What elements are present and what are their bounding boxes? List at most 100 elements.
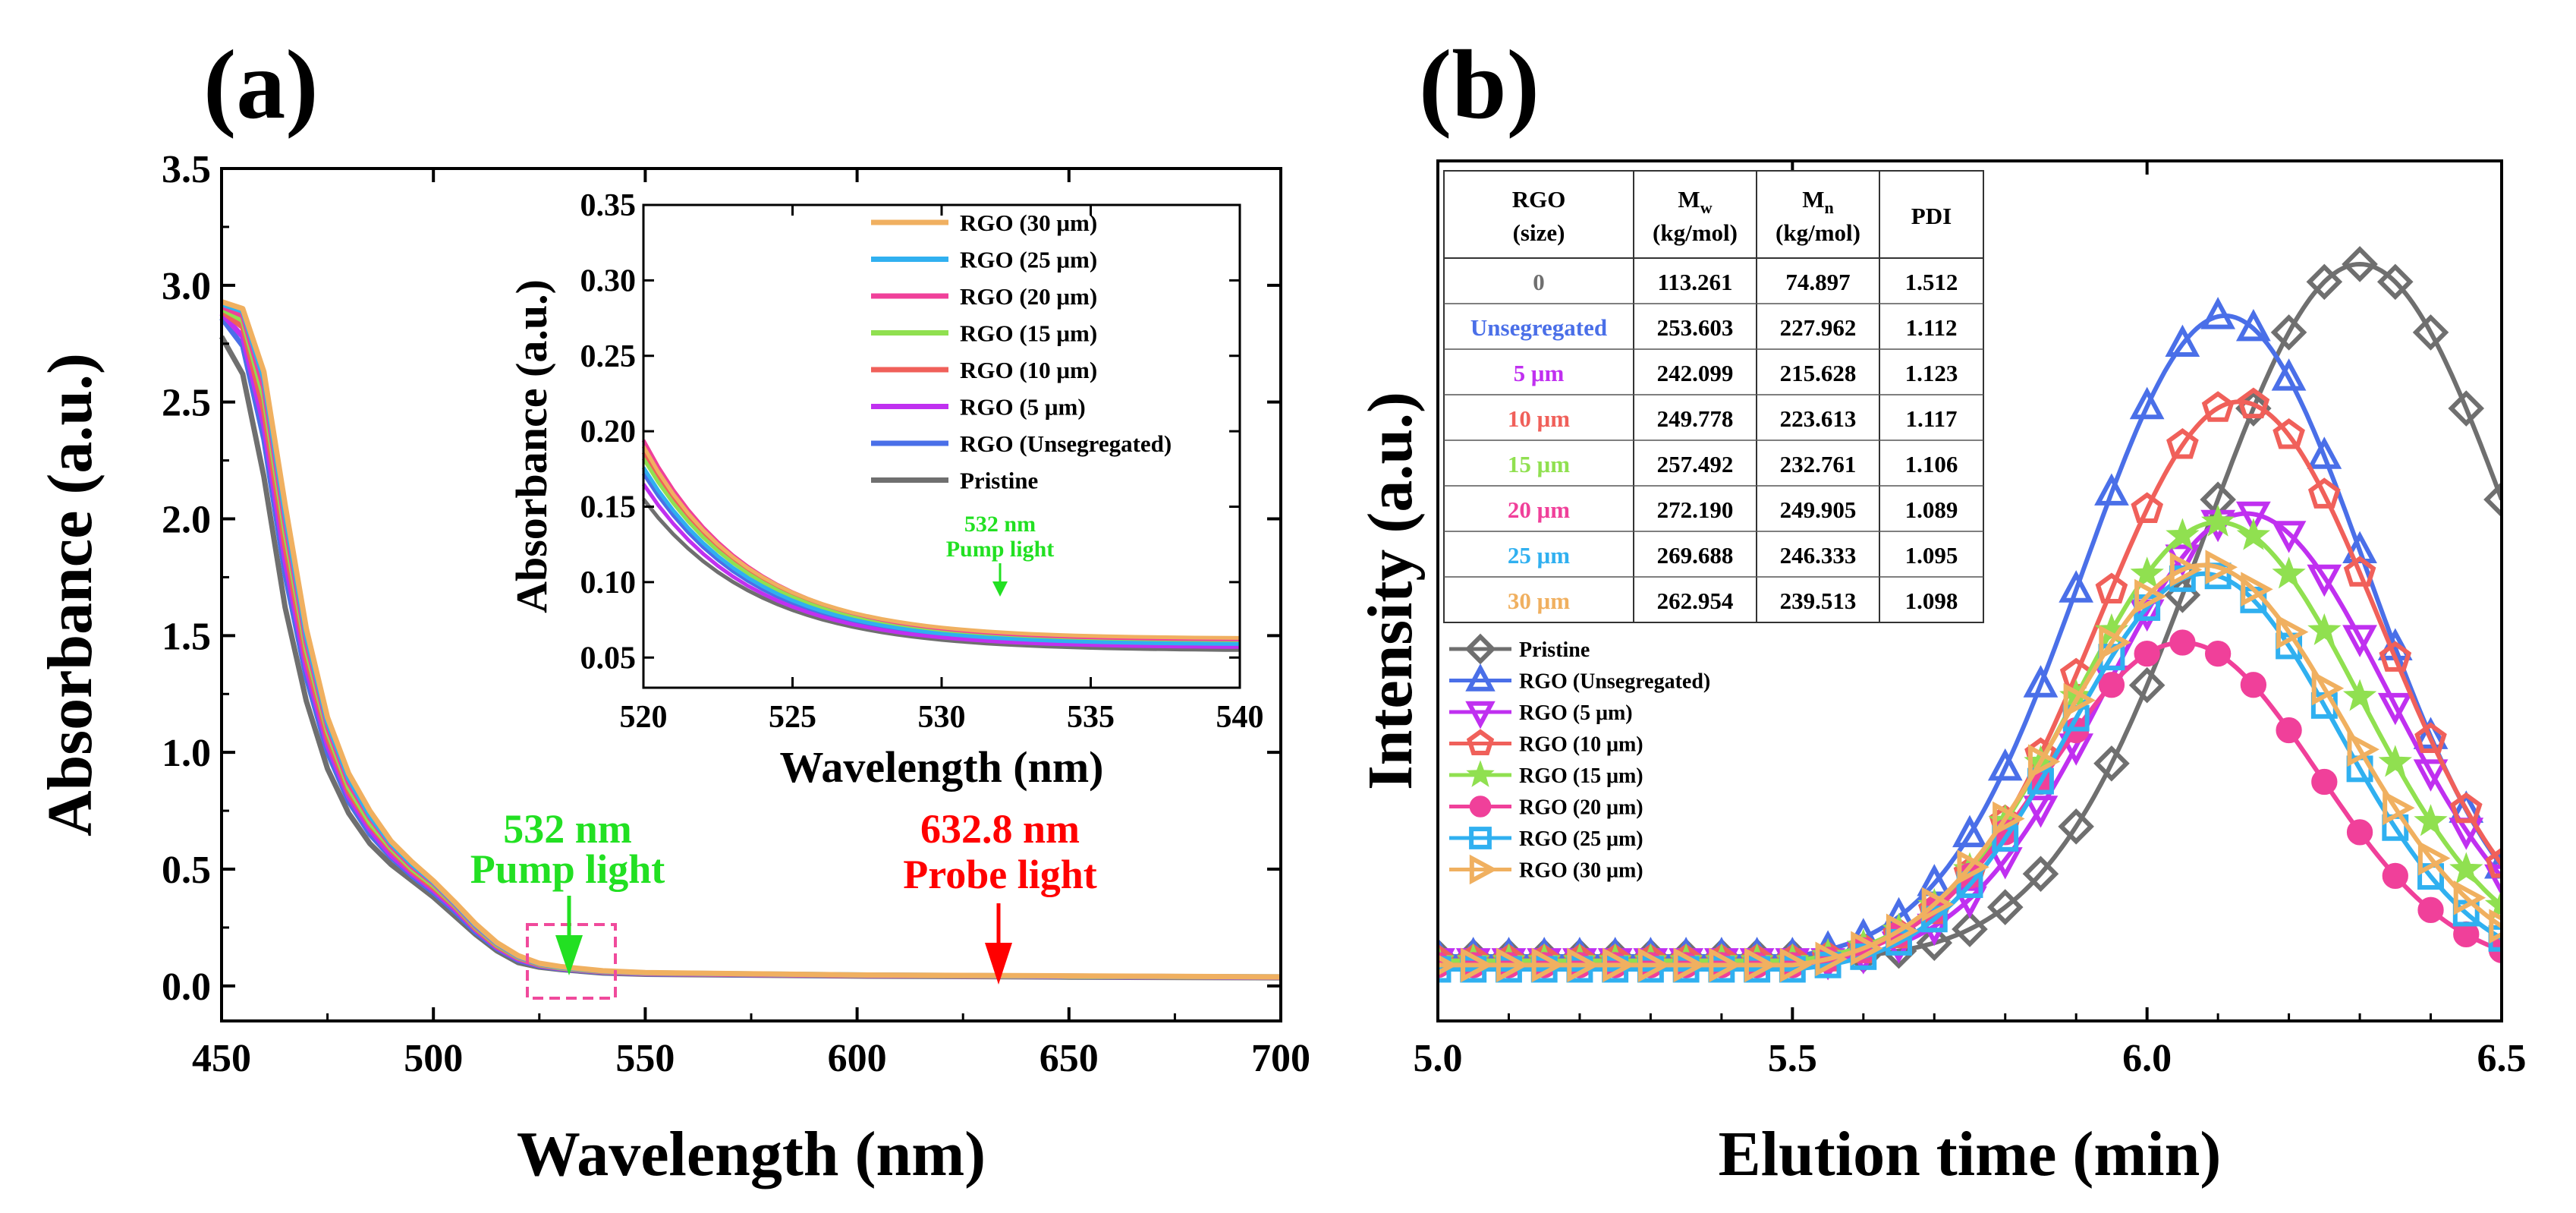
inset-y-tick-label: 0.15 — [580, 490, 637, 525]
marker-star — [2307, 613, 2342, 645]
table-cell-pdi: 1.117 — [1905, 405, 1957, 432]
marker-diamond — [2306, 263, 2343, 301]
table-cell-mn: 249.905 — [1780, 496, 1857, 523]
marker-triangle-right — [1957, 849, 1989, 885]
marker-diamond — [2270, 314, 2307, 351]
marker-triangle-right — [2063, 682, 2096, 718]
y-tick-label: 0.5 — [162, 849, 211, 892]
table-cell-mn: 215.628 — [1780, 360, 1857, 386]
marker-diamond — [2058, 808, 2094, 845]
marker-triangle-down — [2342, 625, 2377, 657]
marker-square — [1469, 827, 1492, 849]
inset-legend-label: RGO (Unsegregated) — [960, 430, 1172, 457]
x-tick-label: 5.5 — [1768, 1037, 1817, 1080]
marker-triangle-right — [1993, 801, 2025, 836]
x-axis-title-a: Wavelength (nm) — [517, 1119, 986, 1189]
inset-legend-label: RGO (5 μm) — [960, 394, 1086, 421]
inset-annotation-532nm: 532 nm — [964, 512, 1036, 537]
table-cell-size: Unsegregated — [1470, 314, 1607, 341]
marker-circle — [2098, 672, 2125, 698]
inset-x-tick-label: 520 — [620, 700, 668, 735]
marker-triangle-right — [2205, 550, 2238, 585]
inset-series-line-s30 — [641, 445, 1241, 640]
marker-star — [1466, 760, 1495, 787]
inset-y-tick-label: 0.20 — [580, 414, 637, 449]
table-header-unit: (kg/mol) — [1653, 219, 1738, 246]
table-cell-size: 0 — [1533, 269, 1545, 295]
marker-triangle-right — [2241, 572, 2273, 607]
marker-diamond — [2483, 481, 2502, 518]
marker-triangle-right — [1673, 947, 1706, 983]
y-tick-label: 2.0 — [162, 499, 211, 542]
marker-triangle-up — [2129, 386, 2165, 420]
x-tick-label: 700 — [1251, 1037, 1310, 1080]
marker-star — [2484, 887, 2502, 920]
table-cell-mn: 239.513 — [1780, 588, 1857, 614]
table-header-unit: (kg/mol) — [1776, 219, 1860, 246]
plot-frame-b — [1436, 159, 2503, 1022]
marker-triangle-right — [2134, 578, 2167, 614]
y-tick-label: 3.5 — [162, 148, 211, 191]
marker-pentagon — [2449, 792, 2483, 824]
series-line-s30 — [220, 299, 1282, 980]
table-cell-mw: 113.261 — [1657, 269, 1732, 295]
inset-x-tick-label: 540 — [1216, 700, 1264, 735]
inset-y-tick-label: 0.10 — [580, 566, 637, 600]
marker-triangle-right — [1469, 854, 1498, 885]
y-tick-label: 0.0 — [162, 966, 211, 1009]
table-header-pdi: PDI — [1911, 203, 1952, 229]
inset-annotation-pump-light: Pump light — [946, 537, 1055, 562]
marker-pentagon — [2272, 417, 2305, 449]
annotation-probe-light: Probe light — [903, 852, 1097, 897]
table-cell-mn: 227.962 — [1780, 314, 1857, 341]
pump-arrow-head — [555, 935, 583, 975]
marker-diamond — [1952, 911, 1988, 947]
table-cell-pdi: 1.106 — [1905, 451, 1958, 477]
y-tick-label: 3.0 — [162, 265, 211, 308]
marker-circle — [2417, 896, 2444, 923]
table-header-size: (size) — [1513, 219, 1565, 246]
x-tick-label: 650 — [1040, 1037, 1099, 1080]
table-cell-mw: 257.492 — [1657, 451, 1734, 477]
y-tick-label: 1.0 — [162, 732, 211, 775]
x-tick-label: 500 — [404, 1037, 463, 1080]
table-cell-pdi: 1.098 — [1905, 588, 1958, 614]
marker-triangle-right — [1461, 947, 1493, 983]
inset-x-axis-title: Wavelength (nm) — [780, 742, 1104, 792]
x-tick-label: 6.5 — [2477, 1037, 2527, 1080]
inset-legend-label: Pristine — [960, 468, 1038, 494]
marker-star — [2414, 804, 2448, 836]
y-tick-label: 1.5 — [162, 615, 211, 658]
marker-star — [2449, 852, 2483, 884]
inset-arrow-head — [992, 581, 1008, 597]
inset-background — [643, 205, 1240, 688]
marker-pentagon — [2343, 556, 2376, 587]
series-line-s30 — [1438, 562, 2502, 968]
x-tick-label: 550 — [615, 1037, 675, 1080]
legend-label: RGO (25 μm) — [1519, 827, 1643, 851]
marker-diamond — [2412, 314, 2449, 351]
table-cell-pdi: 1.512 — [1905, 269, 1958, 295]
marker-diamond — [2022, 855, 2059, 893]
marker-triangle-right — [2099, 625, 2131, 660]
panel-label-a: (a) — [203, 30, 319, 140]
inset-legend-label: RGO (15 μm) — [960, 320, 1097, 347]
y-axis-title-b: Intensity (a.u.) — [1355, 392, 1426, 790]
marker-triangle-right — [2169, 552, 2203, 588]
table-cell-mw: 242.099 — [1657, 360, 1734, 386]
marker-triangle-right — [2383, 790, 2415, 826]
inset-x-tick-label: 525 — [769, 700, 816, 735]
marker-triangle-down — [2307, 564, 2342, 597]
marker-triangle-down — [2377, 692, 2413, 726]
marker-pentagon — [2379, 641, 2412, 672]
table-cell-mw: 262.954 — [1657, 588, 1734, 614]
marker-triangle-down — [2235, 501, 2271, 534]
table-cell-pdi: 1.112 — [1905, 314, 1957, 341]
marker-triangle-up — [2271, 358, 2307, 391]
table-cell-size: 15 μm — [1508, 451, 1570, 477]
x-tick-label: 450 — [192, 1037, 251, 1080]
marker-star — [2200, 504, 2235, 537]
table-cell-size: 30 μm — [1508, 588, 1570, 614]
marker-star — [2342, 679, 2377, 711]
